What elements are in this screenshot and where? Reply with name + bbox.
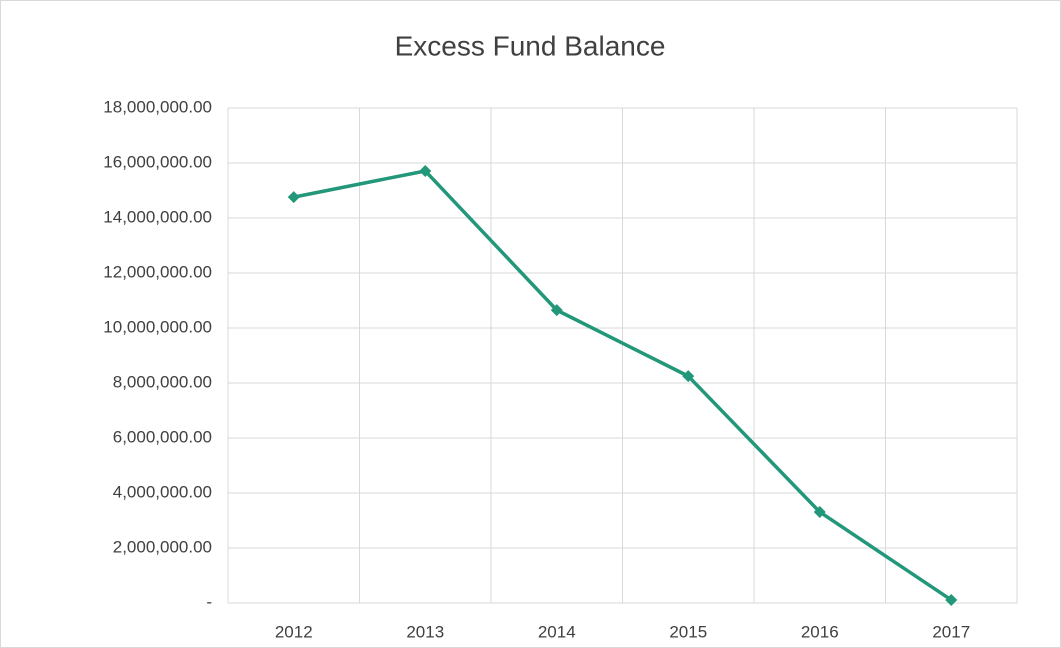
y-tick-label: 16,000,000.00 (103, 152, 212, 171)
x-tick-label: 2016 (801, 622, 839, 641)
y-tick-label: 18,000,000.00 (103, 97, 212, 116)
x-tick-label: 2017 (932, 622, 970, 641)
x-tick-label: 2014 (538, 622, 576, 641)
y-tick-label: - (206, 592, 212, 611)
y-tick-label: 14,000,000.00 (103, 207, 212, 226)
data-point (419, 164, 432, 177)
data-point (287, 191, 300, 204)
y-tick-label: 8,000,000.00 (113, 372, 212, 391)
series-line (293, 169, 953, 602)
chart-title: Excess Fund Balance (395, 30, 666, 61)
data-point (550, 304, 563, 317)
data-point (945, 593, 958, 606)
data-point (682, 370, 695, 383)
y-tick-label: 2,000,000.00 (113, 537, 212, 556)
x-tick-label: 2012 (275, 622, 313, 641)
y-tick-label: 12,000,000.00 (103, 262, 212, 281)
x-tick-label: 2015 (669, 622, 707, 641)
data-point (813, 505, 826, 518)
y-tick-label: 10,000,000.00 (103, 317, 212, 336)
y-tick-label: 4,000,000.00 (113, 482, 212, 501)
y-tick-label: 6,000,000.00 (113, 427, 212, 446)
x-tick-label: 2013 (406, 622, 444, 641)
